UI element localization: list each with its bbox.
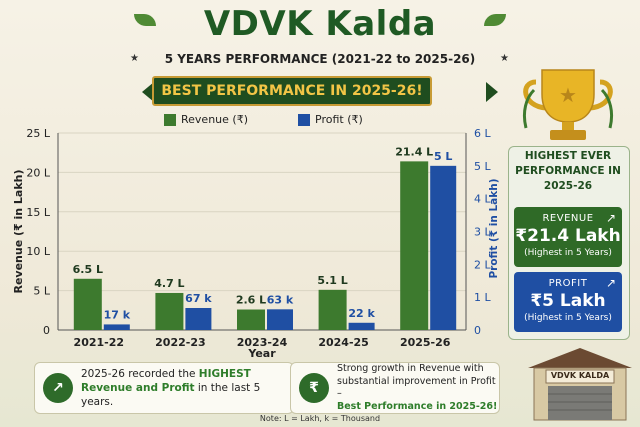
y2-tick-label: 5 L [474,160,491,173]
legend-revenue-label: Revenue (₹) [181,113,248,126]
profit-bar [103,324,130,330]
y-tick-label: 0 [43,324,50,337]
star-left-icon: ★ [130,53,139,64]
y2-tick-label: 3 L [474,226,491,239]
y-tick-label: 20 L [26,166,50,179]
y2-tick-label: 6 L [474,127,491,140]
legend-profit-label: Profit (₹) [315,113,363,126]
building-illustration [528,348,632,421]
note-highest-text-b: Revenue and Profit [81,382,195,394]
y2-tick-label: 4 L [474,193,491,206]
note-growth-text: Strong growth in Revenue with substantia… [337,363,499,413]
revenue-bar [73,278,102,330]
legend-revenue: Revenue (₹) [164,113,248,126]
side-heading: HIGHEST EVER PERFORMANCE IN 2025-26 [515,150,621,192]
trophy-icon: ★ [522,69,614,140]
legend-profit-swatch [298,113,310,126]
x-tick-label: 2025-26 [400,336,451,349]
revenue-data-label: 4.7 L [154,277,184,290]
profit-card-label: PROFIT [548,278,588,289]
y2-tick-label: 0 [474,324,481,337]
chart-growth-icon: ↗ [43,373,73,403]
note-highest-text-a: 2025-26 recorded the [81,368,199,380]
revenue-card: REVENUE ₹21.4 Lakh (Highest in 5 Years) … [514,207,622,267]
note-growth: ₹ Strong growth in Revenue with substant… [290,362,500,414]
note-growth-text-a: Strong growth in Revenue with substantia… [337,363,496,399]
revenue-data-label: 6.5 L [73,263,103,276]
leaf-left-icon [134,14,156,26]
revenue-card-value: ₹21.4 Lakh [515,226,621,246]
profit-data-label: 5 L [434,150,453,163]
note-growth-highlight: Best Performance in 2025-26! [337,400,498,412]
profit-bar [185,308,212,330]
x-tick-label: 2022-23 [155,336,206,349]
banner-tail-left [142,82,154,102]
chart-labels: 6.5 L 17 k 2021-22 4.7 L67 k 2022-23 2.6 L 63 … [73,145,453,349]
revenue-bar [400,161,429,330]
note-highest-text-c: in the last 5 years. [81,382,261,408]
y-tick-label: 10 L [26,245,50,258]
legend-revenue-swatch [164,113,176,126]
profit-card-note: (Highest in 5 Years) [524,313,612,323]
building-sign: VDVK KALDA [550,371,610,380]
revenue-bar [155,292,184,330]
svg-text:★: ★ [559,83,577,107]
chart-bars [73,161,457,330]
y-tick-label: 25 L [26,127,50,140]
profit-data-label: 67 k [185,292,212,305]
x-tick-label: 2021-22 [74,336,125,349]
y2-tick-label: 2 L [474,258,491,271]
revenue-profit-chart: 0 5 L 10 L 15 L 20 L 25 L 0 1 L 2 L 3 L 4 L 5 L 6 L R… [12,127,500,360]
y2-axis-title: Profit (₹ in Lakh) [488,178,500,278]
y-tick-label: 5 L [33,285,50,298]
revenue-data-label: 21.4 L [395,145,433,158]
trend-up-icon: ↗ [605,211,616,225]
y-tick-label: 15 L [26,206,50,219]
profit-bar [267,309,293,330]
profit-card-value: ₹5 Lakh [530,291,606,311]
rupee-icon: ₹ [299,373,329,403]
revenue-card-label: REVENUE [542,213,594,224]
profit-card: PROFIT ₹5 Lakh (Highest in 5 Years) ↗ [514,272,622,332]
banner-tail-right [486,82,498,102]
page-title: VDVK Kalda [203,4,437,44]
footnote: Note: L = Lakh, k = Thousand [259,414,381,423]
revenue-card-note: (Highest in 5 Years) [524,248,612,258]
y2-tick-label: 1 L [474,291,491,304]
profit-data-label: 63 k [267,293,294,306]
revenue-bar [318,289,347,330]
note-highest-highlight: HIGHEST [198,368,251,380]
note-highest: ↗ 2025-26 recorded the HIGHEST Revenue a… [34,362,294,414]
y-axis-title: Revenue (₹ in Lakh) [12,169,25,293]
best-performance-banner: BEST PERFORMANCE IN 2025-26! [152,76,432,106]
note-highest-text: 2025-26 recorded the HIGHEST Revenue and… [81,367,293,409]
profit-data-label: 17 k [104,308,131,321]
x-tick-label: 2024-25 [318,336,369,349]
revenue-data-label: 2.6 L [236,294,266,307]
profit-bar [430,165,457,330]
profit-bar [348,322,375,330]
star-right-icon: ★ [500,53,509,64]
x-tick-label: 2023-24 [237,336,288,349]
trend-up-icon: ↗ [605,276,616,290]
revenue-bar [237,309,265,330]
x-axis-title: Year [247,347,276,360]
legend-profit: Profit (₹) [298,113,363,126]
revenue-data-label: 5.1 L [317,274,347,287]
page-subtitle: 5 YEARS PERFORMANCE (2021-22 to 2025-26) [164,52,476,66]
profit-data-label: 22 k [348,307,375,320]
